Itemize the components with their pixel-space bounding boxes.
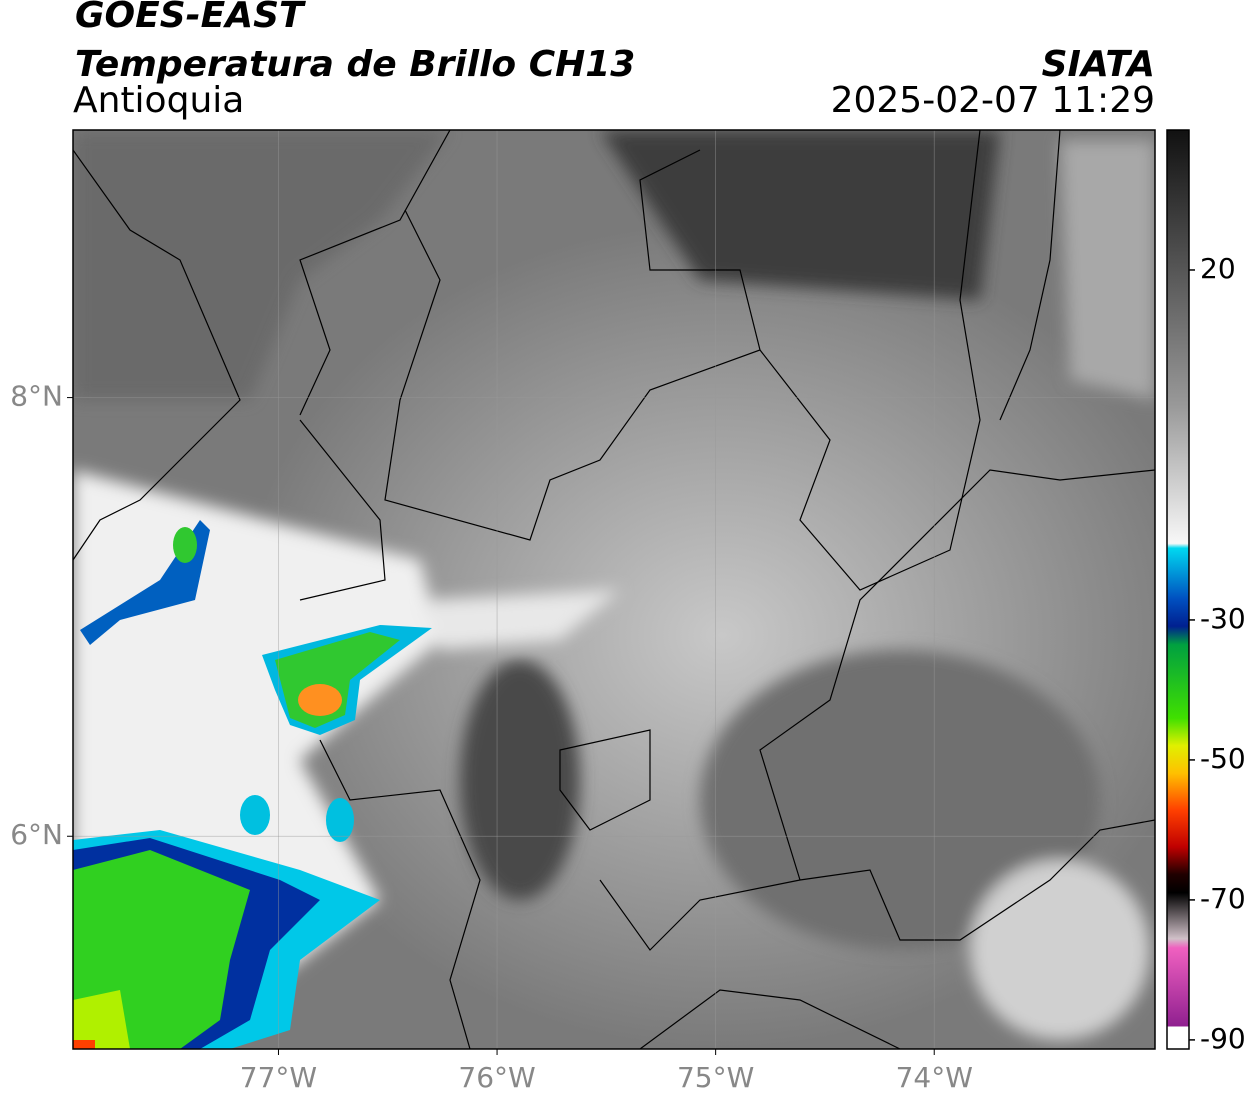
colorbar (1166, 129, 1190, 1050)
colorbar-tick-label: -90 (1200, 1022, 1246, 1055)
title: GOES-EAST (75, 0, 306, 36)
colorbar-tick-label: -50 (1200, 742, 1246, 775)
x-tick-label: 74°W (896, 1061, 973, 1094)
x-tick-label: 75°W (677, 1061, 754, 1094)
map-image (73, 130, 1155, 1049)
x-tick-label: 76°W (458, 1061, 535, 1094)
colorbar-tick-label: 20 (1200, 252, 1236, 285)
colorbar-tick-label: -70 (1200, 882, 1246, 915)
datetime: 2025-02-07 11:29 (831, 80, 1155, 121)
subtitle: Temperatura de Brillo CH13 (75, 44, 635, 85)
y-tick-label: 6°N (10, 818, 63, 851)
colorbar-tick-label: -30 (1200, 602, 1246, 635)
region: Antioquia (73, 80, 244, 121)
x-tick-label: 77°W (240, 1061, 317, 1094)
grid (73, 130, 1155, 1049)
y-tick-label: 8°N (10, 380, 63, 413)
map-frame (72, 129, 1156, 1050)
source: SIATA (1042, 44, 1155, 85)
